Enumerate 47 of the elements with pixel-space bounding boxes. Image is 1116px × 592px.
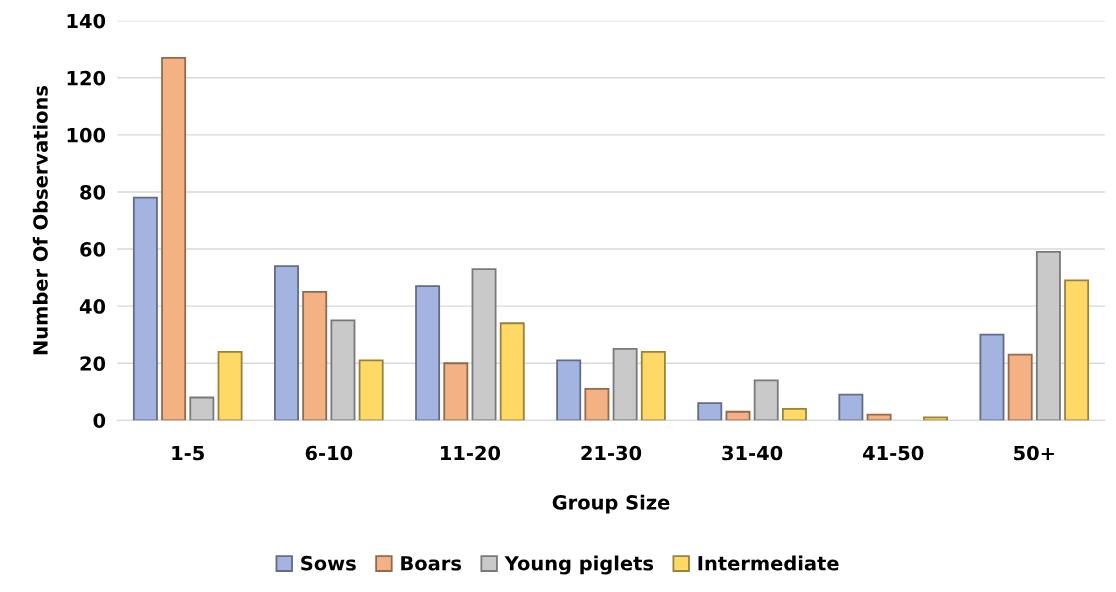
x-tick-label: 31-40: [722, 445, 783, 461]
bar: [584, 388, 610, 421]
bar: [979, 333, 1005, 421]
bar: [866, 413, 892, 421]
bar: [161, 56, 187, 421]
bar: [358, 359, 384, 421]
bar: [640, 350, 666, 421]
y-tick-label: 120: [67, 70, 106, 86]
x-tick-label: 6-10: [305, 445, 353, 461]
bar: [697, 402, 723, 421]
legend-label: Boars: [401, 556, 462, 571]
bar: [556, 359, 582, 421]
bar: [838, 393, 864, 421]
y-axis-title: Number Of Observations: [32, 85, 48, 355]
bar: [217, 350, 243, 421]
x-tick-label: 1-5: [172, 445, 204, 461]
bar: [443, 362, 469, 421]
bar: [1064, 279, 1090, 421]
x-tick-label: 41-50: [862, 445, 924, 461]
bar: [1035, 251, 1061, 421]
legend-label: Young piglets: [504, 555, 654, 575]
bar: [781, 407, 807, 421]
bar: [330, 319, 356, 421]
bar: [753, 379, 779, 421]
bar: [132, 196, 158, 421]
y-tick-label: 60: [80, 242, 106, 257]
x-axis-title: Group Size: [552, 494, 670, 514]
x-tick-label: 11-20: [441, 445, 501, 461]
bar: [1007, 353, 1033, 421]
bar: [274, 265, 299, 421]
bar: [189, 396, 215, 421]
y-tick-label: 20: [80, 356, 106, 371]
y-tick-label: 80: [80, 184, 106, 200]
legend-label: Intermediate: [698, 555, 839, 571]
bar: [725, 410, 751, 421]
y-tick-label: 0: [93, 413, 106, 428]
x-tick-label: 21-30: [581, 445, 642, 461]
bar: [471, 268, 497, 421]
bar: [499, 322, 525, 421]
legend-label: Sows: [301, 555, 356, 571]
bar: [302, 290, 328, 421]
x-tick-label: 50+: [1014, 445, 1054, 461]
bar: [612, 348, 638, 421]
y-tick-label: 140: [67, 13, 106, 29]
y-tick-label: 40: [79, 299, 106, 314]
bar: [415, 285, 441, 421]
y-tick-label: 100: [67, 127, 106, 143]
